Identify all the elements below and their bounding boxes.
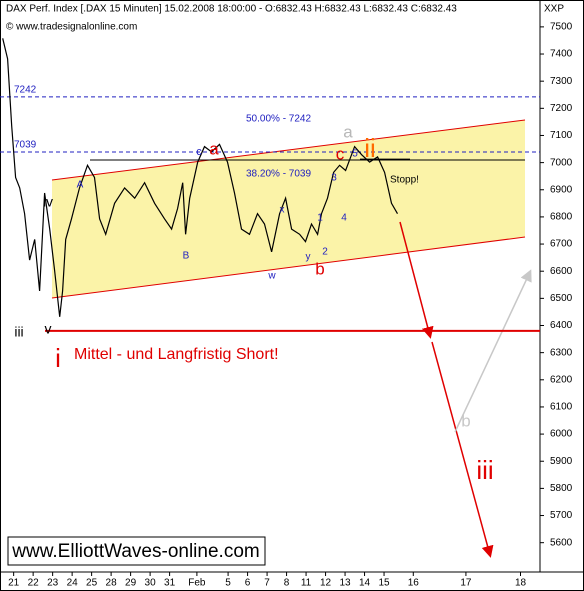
x-tick-label: 13 xyxy=(339,578,351,589)
wave-label: c xyxy=(336,144,345,163)
x-tick-label: 28 xyxy=(106,578,118,589)
x-tick-label: 16 xyxy=(408,578,420,589)
wave-label: b xyxy=(315,259,324,278)
y-tick-label: 6700 xyxy=(550,239,573,250)
stop-label: Stopp! xyxy=(390,175,419,186)
y-tick-label: 6000 xyxy=(550,429,573,440)
x-tick-label: 5 xyxy=(225,578,231,589)
wave-label: A xyxy=(77,180,84,191)
wave-label: 2 xyxy=(322,247,328,258)
y-tick-label: 7000 xyxy=(550,157,573,168)
fib-level-label: 7242 xyxy=(14,85,37,96)
corner-label: XXP xyxy=(544,4,564,15)
y-tick-label: 6200 xyxy=(550,374,573,385)
x-tick-label: 6 xyxy=(245,578,251,589)
x-tick-label: Feb xyxy=(188,578,206,589)
x-tick-label: 30 xyxy=(145,578,157,589)
wave-label: 1 xyxy=(317,213,323,224)
y-tick-label: 6100 xyxy=(550,402,573,413)
channel xyxy=(52,120,525,298)
y-tick-label: 5600 xyxy=(550,537,573,548)
y-tick-label: 6800 xyxy=(550,212,573,223)
x-tick-label: 18 xyxy=(515,578,527,589)
x-tick-label: 12 xyxy=(320,578,332,589)
x-tick-label: 24 xyxy=(67,578,79,589)
y-tick-label: 7400 xyxy=(550,49,573,60)
wave-label: y xyxy=(306,252,311,263)
wave-label: a xyxy=(343,122,353,141)
x-tick-label: 29 xyxy=(125,578,137,589)
wave-label: c xyxy=(196,146,202,158)
fib-note: 50.00% - 7242 xyxy=(246,114,311,125)
wave-label: iii xyxy=(476,455,493,485)
y-tick-label: 6400 xyxy=(550,320,573,331)
fib-level-label: 7039 xyxy=(14,140,37,151)
y-tick-label: 6600 xyxy=(550,266,573,277)
fib-note: 38.20% - 7039 xyxy=(246,169,311,180)
y-tick-label: 6500 xyxy=(550,293,573,304)
wave-label: 5 xyxy=(352,149,358,160)
y-tick-label: 7300 xyxy=(550,76,573,87)
wave-label: w xyxy=(267,271,276,282)
watermark-box xyxy=(7,536,266,566)
x-tick-label: 22 xyxy=(28,578,40,589)
x-tick-label: 7 xyxy=(264,578,270,589)
x-tick-label: 11 xyxy=(301,578,312,589)
wave-label: 3 xyxy=(331,173,337,184)
wave-label: B xyxy=(183,251,190,262)
x-tick-label: 25 xyxy=(86,578,98,589)
wave-label: a xyxy=(209,139,219,158)
channel-bottom xyxy=(51,236,526,299)
wave-label: iii xyxy=(14,324,23,340)
y-tick-label: 7200 xyxy=(550,103,573,114)
x-tick-label: 23 xyxy=(47,578,59,589)
y-tick-label: 5700 xyxy=(550,510,573,521)
wave-label: 4 xyxy=(341,213,347,224)
y-tick-label: 7100 xyxy=(550,130,573,141)
arrow xyxy=(431,341,494,558)
subtitle: © www.tradesignalonline.com xyxy=(6,22,137,33)
x-tick-label: 31 xyxy=(164,578,176,589)
arrow xyxy=(454,269,532,433)
wave-label: i xyxy=(55,343,61,373)
wave-label: ii xyxy=(364,133,376,163)
y-tick-label: 6900 xyxy=(550,184,573,195)
y-tick-label: 7500 xyxy=(550,22,573,33)
y-tick-label: 5800 xyxy=(550,483,573,494)
x-tick-label: 8 xyxy=(284,578,290,589)
headline: Mittel - und Langfristig Short! xyxy=(74,346,279,363)
chart-title: DAX Perf. Index [.DAX 15 Minuten] 15.02.… xyxy=(6,4,457,15)
y-tick-label: 6300 xyxy=(550,347,573,358)
y-tick-label: 5900 xyxy=(550,456,573,467)
x-tick-label: 17 xyxy=(460,578,472,589)
price-line xyxy=(2,38,399,317)
x-tick-label: 14 xyxy=(359,578,371,589)
x-tick-label: 21 xyxy=(8,578,20,589)
watermark: www.ElliottWaves-online.com xyxy=(11,541,259,562)
wave-label: x xyxy=(280,205,285,216)
wave-label: iv xyxy=(43,194,53,210)
channel-top xyxy=(51,119,526,181)
arrow xyxy=(399,221,434,339)
wave-label: v xyxy=(45,321,52,337)
x-tick-label: 15 xyxy=(378,578,390,589)
wave-label: b xyxy=(461,411,470,430)
